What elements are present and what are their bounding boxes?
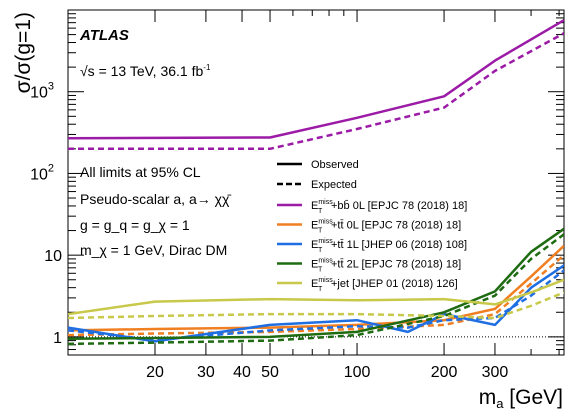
y-tick-label: 10: [44, 248, 62, 265]
series-4-expected-line: [68, 233, 564, 346]
y-axis-title: σ/σ(g=1): [12, 12, 35, 93]
legend-entries: Emiss T +bb̄ 0L [EPJC 78 (2018) 18] Emiss T +…: [277, 199, 467, 293]
legend-expected-label: Expected: [311, 179, 357, 191]
x-axis-ticks: 20 30 40 50 100 200 300: [67, 10, 560, 381]
model-label: Pseudo-scalar a, a→ χχ̄: [80, 191, 231, 207]
legend-label-2: Emiss T +tt̄ 0L [EPJC 78 (2018) 18]: [311, 219, 461, 235]
series-5-expected-line: [68, 291, 564, 320]
couplings-label: g = g_q = g_χ = 1: [80, 217, 190, 233]
series-3-observed-line: [68, 264, 564, 343]
y-tick-label: 1: [53, 330, 62, 347]
y-axis-ticks: 1 10 102 103: [30, 13, 564, 356]
x-tick-label: 300: [482, 364, 509, 381]
dm-label: m_χ = 1 GeV, Dirac DM: [80, 242, 227, 258]
x-tick-label: 200: [431, 364, 458, 381]
series-1-expected-line: [68, 32, 564, 151]
y-tick-label: 102: [30, 162, 54, 183]
series-4-observed-line: [68, 227, 564, 340]
series-lines: [68, 19, 564, 346]
limits-label: All limits at 95% CL: [80, 164, 201, 180]
experiment-label: ATLAS: [79, 27, 129, 44]
x-tick-label: 100: [344, 364, 371, 381]
series-5-observed-line: [68, 278, 564, 316]
energy-label: √s = 13 TeV, 36.1 fb-1: [80, 63, 211, 79]
y-tick-label: 103: [30, 81, 54, 102]
plot-frame: [67, 9, 565, 356]
legend-label-4: Emiss T +tt̄ 2L [EPJC 78 (2018) 18]: [311, 258, 461, 274]
legend-label-5: Emiss T +jet [JHEP 01 (2018) 126]: [311, 277, 458, 293]
legend-label-1: Emiss T +bb̄ 0L [EPJC 78 (2018) 18]: [311, 199, 467, 215]
x-axis-title: ma [GeV]: [479, 386, 563, 411]
legend-label-3: Emiss T +tt̄ 1L [JHEP 06 (2018) 108]: [311, 238, 467, 254]
legend: Observed Expected Emiss T +bb̄ 0L [EPJC 78…: [277, 159, 467, 293]
legend-observed-label: Observed: [311, 159, 359, 171]
annotation-block: ATLAS √s = 13 TeV, 36.1 fb-1 All limits …: [79, 27, 231, 258]
x-tick-label: 40: [233, 364, 251, 381]
series-1-observed-line: [68, 19, 564, 140]
x-tick-label: 20: [146, 364, 164, 381]
x-tick-label: 50: [261, 364, 279, 381]
x-tick-label: 30: [197, 364, 215, 381]
